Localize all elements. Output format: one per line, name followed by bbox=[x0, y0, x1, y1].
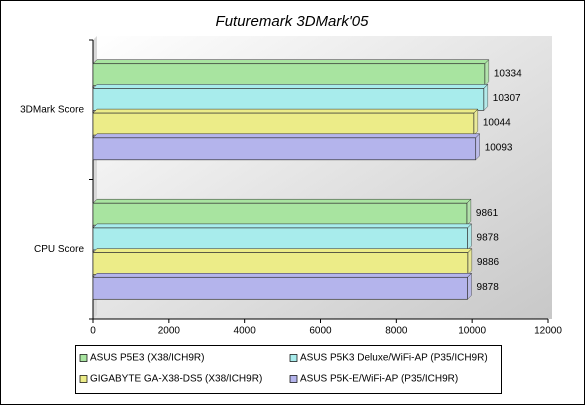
legend-label: ASUS P5K3 Deluxe/WiFi-AP (P35/ICH9R) bbox=[300, 353, 488, 364]
bar bbox=[92, 252, 469, 275]
bar-top bbox=[92, 133, 481, 139]
bar-side bbox=[466, 198, 472, 226]
bar bbox=[92, 112, 475, 136]
bar-side bbox=[475, 133, 480, 161]
legend bbox=[75, 345, 502, 394]
legend-label: GIGABYTE GA-X38-DS5 (X38/ICH9R) bbox=[90, 374, 262, 385]
bar bbox=[92, 88, 485, 111]
bar bbox=[92, 137, 477, 161]
bar bbox=[92, 202, 468, 226]
legend-label: ASUS P5E3 (X38/ICH9R) bbox=[90, 353, 205, 364]
chart-title: Futuremark 3DMark'05 bbox=[216, 13, 370, 30]
value-label: 9878 bbox=[477, 282, 500, 293]
x-tick-label: 0 bbox=[90, 326, 96, 337]
value-label: 10044 bbox=[483, 118, 511, 129]
legend-swatch bbox=[289, 354, 298, 362]
bar-top bbox=[92, 108, 479, 114]
bar-side bbox=[484, 59, 490, 87]
legend-label: ASUS P5K-E/WiFi-AP (P35/ICH9R) bbox=[300, 374, 458, 385]
bar-side bbox=[467, 272, 472, 300]
bar-side bbox=[467, 223, 472, 251]
x-tick-label: 8000 bbox=[385, 326, 408, 337]
bar bbox=[92, 227, 468, 251]
value-label: 10334 bbox=[494, 68, 522, 79]
legend-swatch bbox=[79, 375, 88, 383]
bar-top bbox=[92, 273, 473, 278]
legend-swatch bbox=[79, 354, 88, 362]
y-tick-label: 3DMark Score bbox=[20, 104, 84, 115]
x-tick-label: 10000 bbox=[458, 326, 486, 337]
x-tick-label: 6000 bbox=[309, 326, 332, 337]
x-tick-label: 4000 bbox=[234, 326, 257, 337]
value-label: 9886 bbox=[477, 257, 500, 268]
value-label: 9861 bbox=[476, 208, 499, 219]
legend-swatch bbox=[289, 375, 298, 383]
bar-top bbox=[92, 198, 472, 204]
bar-top bbox=[92, 248, 473, 253]
bar bbox=[92, 63, 486, 87]
bar-top bbox=[92, 59, 490, 64]
y-tick-label: CPU Score bbox=[34, 244, 84, 255]
bar-top bbox=[92, 223, 473, 229]
bar-top bbox=[92, 84, 489, 89]
bar bbox=[92, 276, 468, 300]
value-label: 10093 bbox=[485, 142, 513, 153]
x-tick-label: 2000 bbox=[158, 326, 181, 337]
bar-side bbox=[473, 108, 479, 136]
value-label: 9878 bbox=[477, 233, 500, 244]
value-label: 10307 bbox=[493, 93, 521, 104]
bar-side bbox=[483, 83, 489, 112]
x-tick-label: 12000 bbox=[534, 326, 562, 337]
bar-side bbox=[467, 247, 473, 276]
